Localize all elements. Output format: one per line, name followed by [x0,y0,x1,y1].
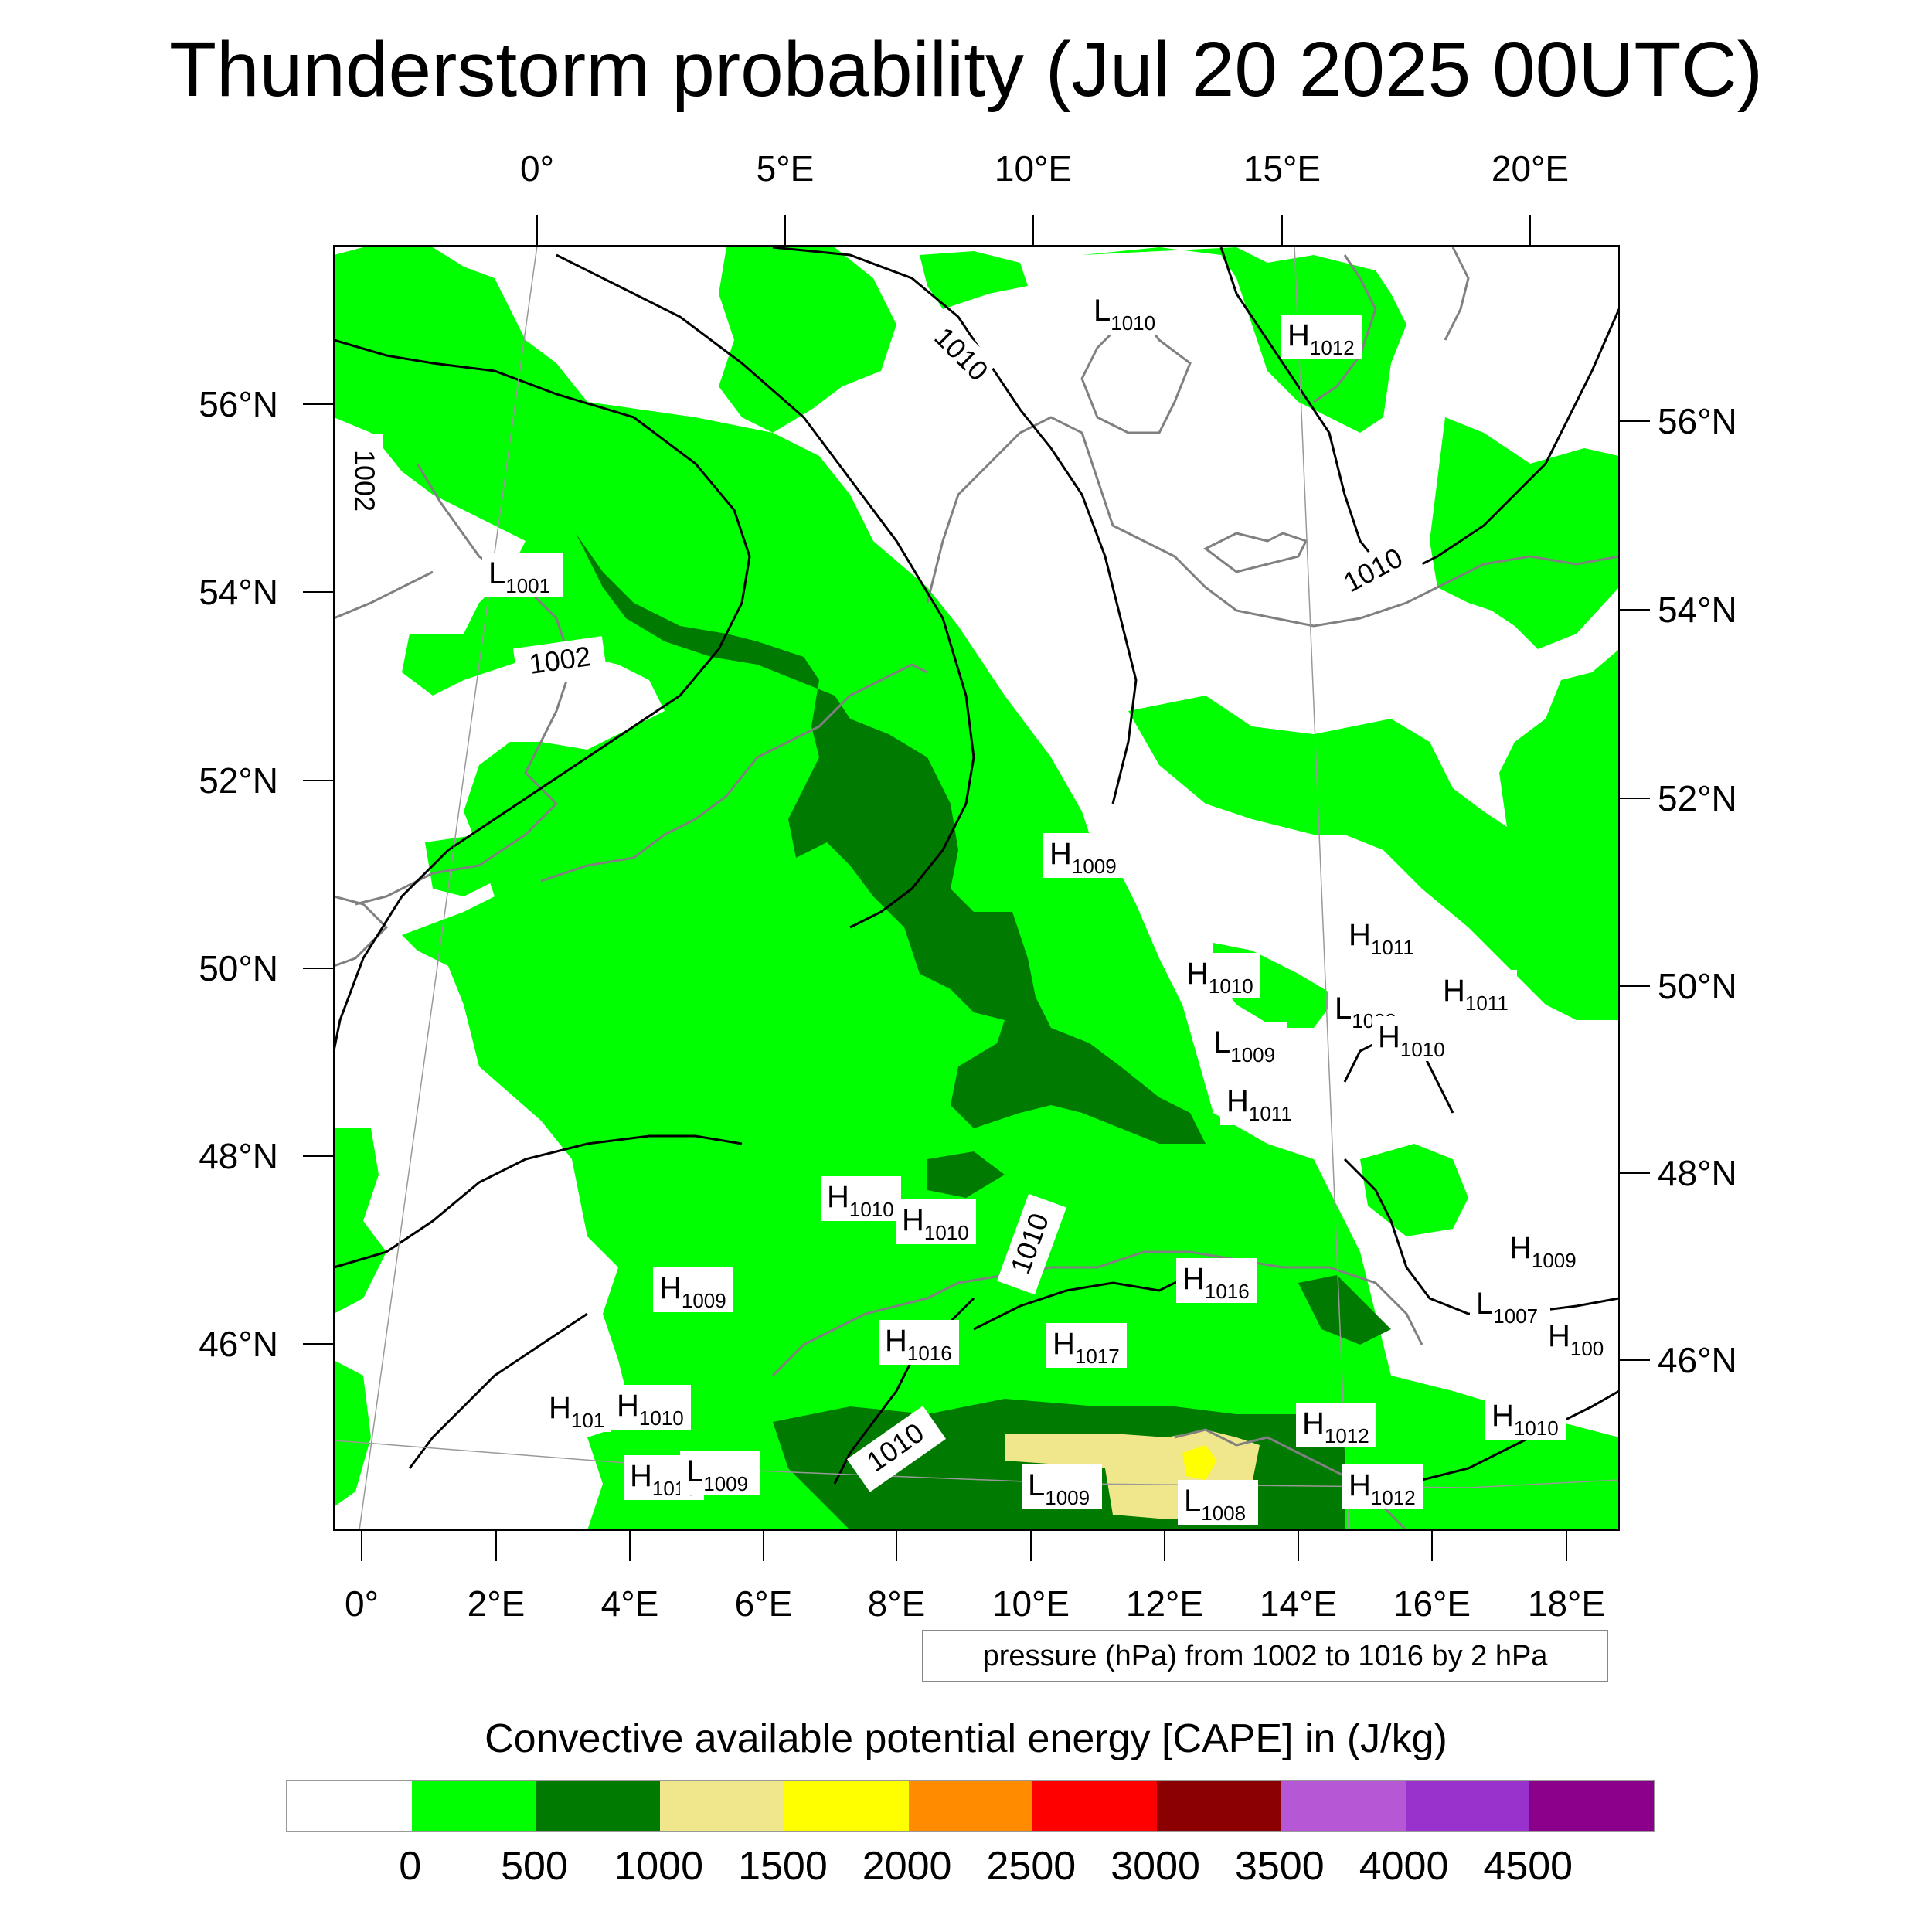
pressure-center-label: L1009 [1022,1464,1102,1509]
map-title: Thunderstorm probability (Jul 20 2025 00… [168,26,1764,113]
svg-text:1002: 1002 [349,450,380,512]
colorbar-swatch [1405,1781,1530,1831]
colorbar-swatch [908,1781,1033,1831]
isobar-label: 1002 [512,636,608,689]
pressure-center-label: H1017 [1046,1323,1127,1368]
right-tick-label: 54°N [1658,590,1737,630]
pressure-center-label: H1010 [611,1385,691,1430]
pressure-center-label: L1009 [1207,1022,1287,1066]
bottom-tick-label: 0° [345,1583,379,1624]
pressure-center-label: H100 [1542,1315,1610,1360]
right-tick-label: 52°N [1658,778,1737,818]
cape-region-1500-2000 [1182,1445,1217,1480]
colorbar-swatch [660,1781,784,1831]
right-tick-label: 50°N [1658,966,1737,1006]
bottom-tick-label: 4°E [600,1583,659,1624]
pressure-center-label: H1010 [821,1176,901,1221]
right-tick-label: 48°N [1658,1153,1737,1193]
top-tick-label: 5°E [756,148,815,189]
pressure-center-label: H1009 [1043,833,1124,878]
pressure-center-label: H1011 [1342,914,1423,959]
top-tick-label: 10°E [994,148,1073,189]
pressure-centers: L1010H1012L1001H1009H1011H1010H1011L1009… [482,290,1610,1525]
left-tick-label: 56°N [199,384,278,424]
pressure-center-label: H1010 [1485,1395,1566,1440]
colorbar-swatch [1281,1781,1406,1831]
colorbar-tick-label: 0 [399,1844,422,1889]
colorbar-title: Convective available potential energy [C… [485,1716,1447,1761]
colorbar-swatch [1157,1781,1281,1831]
pressure-center-label: L1001 [482,553,563,597]
pressure-center-label: L1010 [1087,290,1168,335]
pressure-center-label: H1010 [1372,1016,1452,1061]
right-tick-label: 56°N [1658,401,1737,441]
contour-info-box: pressure (hPa) from 1002 to 1016 by 2 hP… [922,1630,1608,1682]
left-tick-label: 50°N [199,948,278,988]
colorbar-swatch [287,1781,412,1831]
pressure-center-label: H1012 [1281,315,1362,359]
left-tick-label: 48°N [199,1136,278,1176]
colorbar-tick-label: 3000 [1111,1844,1200,1889]
colorbar-swatch [1529,1781,1655,1831]
isobar-label: 1010 [1323,532,1425,612]
bottom-tick-label: 8°E [867,1583,926,1624]
pressure-center-label: L1007 [1470,1283,1550,1328]
left-tick-label: 46°N [199,1324,278,1364]
bottom-tick-label: 2°E [467,1583,526,1624]
plot-frame [333,245,1620,1531]
colorbar-tick-label: 4500 [1483,1844,1573,1889]
left-tick-label: 52°N [199,760,278,801]
pressure-center-label: L1008 [1178,1480,1258,1525]
pressure-center-label: H1012 [1342,1464,1423,1509]
pressure-center-label: L1009 [680,1451,760,1495]
colorbar-tick-label: 3500 [1234,1844,1325,1889]
bottom-tick-label: 10°E [992,1583,1070,1624]
pressure-center-label: H1009 [1503,1227,1583,1272]
pressure-center-label: H1010 [896,1199,976,1244]
isobar-label: 1002 [342,434,383,527]
pressure-center-label: H1011 [1437,970,1517,1015]
tick-marks [303,215,1650,1561]
colorbar-tick-label: 1500 [738,1844,828,1889]
right-tick-label: 46°N [1658,1340,1737,1380]
bottom-tick-label: 12°E [1125,1583,1204,1624]
pressure-center-label: H1016 [879,1320,959,1365]
pressure-center-label: H1016 [1176,1258,1257,1303]
pressure-center-label: H1009 [653,1267,733,1312]
pressure-center-label: H1012 [1296,1403,1376,1447]
bottom-tick-label: 16°E [1393,1583,1471,1624]
colorbar-swatch [411,1781,536,1831]
cape-region-0-500 [334,247,1619,1530]
top-tick-label: 15°E [1243,148,1321,189]
pressure-center-label: H1011 [1220,1080,1301,1125]
left-tick-label: 54°N [199,572,278,612]
pressure-center-label: H1010 [1180,953,1260,998]
colorbar-tick-label: 2500 [986,1844,1077,1889]
bottom-tick-label: 14°E [1259,1583,1338,1624]
top-tick-label: 20°E [1491,148,1570,189]
colorbar [286,1780,1655,1832]
top-tick-label: 0° [520,148,554,189]
colorbar-swatch [784,1781,909,1831]
isobar-label: 1010 [922,318,998,393]
colorbar-tick-label: 4000 [1359,1844,1449,1889]
colorbar-swatch [536,1781,661,1831]
colorbar-tick-label: 2000 [862,1844,952,1889]
bottom-tick-label: 6°E [734,1583,793,1624]
colorbar-swatch [1032,1781,1158,1831]
colorbar-tick-label: 500 [501,1844,568,1889]
pressure-center-label: H101 [543,1387,611,1432]
bottom-tick-label: 18°E [1527,1583,1606,1624]
colorbar-tick-label: 1000 [614,1844,704,1889]
